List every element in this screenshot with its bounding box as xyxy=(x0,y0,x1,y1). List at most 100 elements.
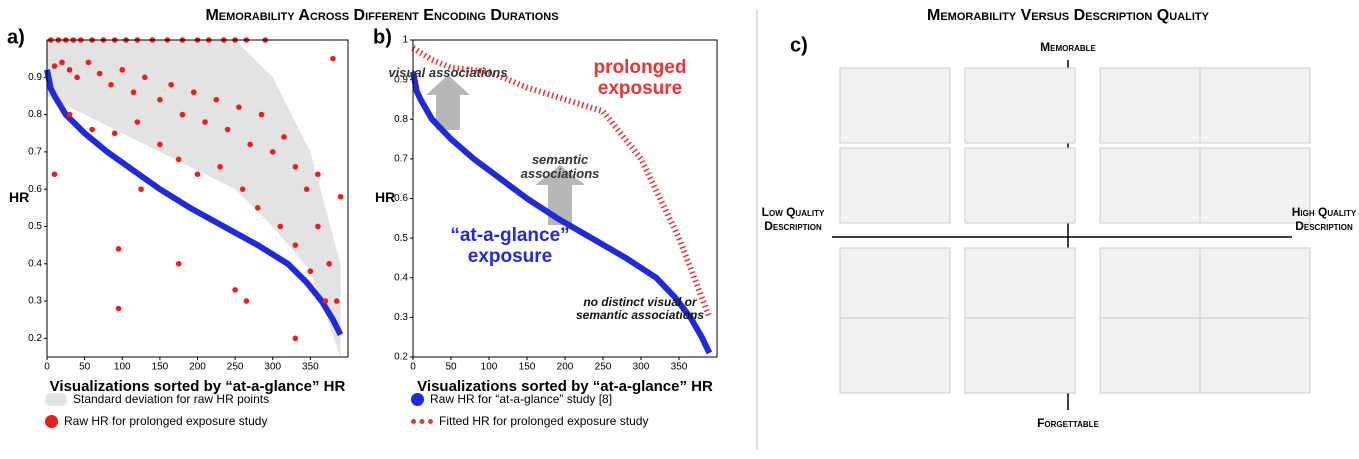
plot-frame xyxy=(412,39,718,358)
annotation: no distinct visual or semantic associati… xyxy=(575,295,705,323)
thumbnail xyxy=(1199,67,1311,144)
point xyxy=(281,134,287,140)
point xyxy=(115,305,122,312)
point xyxy=(59,59,65,66)
point xyxy=(115,246,122,252)
y-tick-label: 1 xyxy=(402,35,408,46)
thumbnail xyxy=(839,247,951,324)
y-axis-label: HR xyxy=(9,189,29,205)
x-tick-label: 100 xyxy=(481,362,498,373)
thumbnail xyxy=(839,317,951,394)
thumbnail xyxy=(839,147,951,224)
point xyxy=(142,74,148,81)
legend-swatch xyxy=(411,392,424,406)
point xyxy=(269,149,276,155)
y-tick-label: 0.3 xyxy=(394,312,408,323)
point xyxy=(175,156,182,163)
axis-top: Memorable xyxy=(1040,40,1096,54)
thumbnail xyxy=(1099,317,1211,394)
y-tick-label: 0.8 xyxy=(394,114,408,125)
point xyxy=(247,141,253,148)
point xyxy=(213,96,220,103)
legend-label: Raw HR for prolonged exposure study xyxy=(64,414,268,428)
x-tick-label: 50 xyxy=(445,362,457,373)
point xyxy=(277,223,284,230)
point xyxy=(292,335,299,342)
point xyxy=(236,104,242,110)
point xyxy=(217,164,223,170)
x-tick-label: 350 xyxy=(302,362,319,373)
thumbnail xyxy=(964,317,1076,394)
x-tick-label: 0 xyxy=(44,362,50,373)
point xyxy=(303,186,310,192)
point xyxy=(175,260,182,267)
legend-label: Standard deviation for raw HR points xyxy=(73,392,270,406)
y-axis-label: HR xyxy=(375,189,395,205)
point xyxy=(239,186,246,192)
point xyxy=(194,171,201,178)
point xyxy=(232,287,238,293)
point xyxy=(51,171,58,178)
fitted-line xyxy=(411,45,713,319)
y-tick-label: 0.3 xyxy=(28,296,42,307)
axis-right: High Quality Description xyxy=(1291,205,1357,233)
point xyxy=(66,111,73,118)
y-tick-label: 0.7 xyxy=(394,154,408,165)
point xyxy=(190,89,197,96)
axis-bottom: Forgettable xyxy=(1037,416,1100,430)
x-tick-label: 50 xyxy=(79,362,91,373)
x-tick-label: 250 xyxy=(227,362,244,373)
x-tick-label: 300 xyxy=(264,362,281,373)
point xyxy=(74,74,80,81)
point xyxy=(326,260,332,267)
y-tick-label: 0.2 xyxy=(394,352,408,363)
point xyxy=(307,268,314,275)
y-tick-label: 0.5 xyxy=(394,233,408,244)
point xyxy=(315,223,321,230)
legend-swatch xyxy=(411,418,433,424)
legend-item: Standard deviation for raw HR points xyxy=(45,392,269,406)
point xyxy=(337,193,344,200)
thumbnail xyxy=(1199,247,1311,324)
y-tick-label: 0.9 xyxy=(394,74,408,85)
point xyxy=(108,81,114,88)
plot-frame xyxy=(46,39,349,358)
x-tick-label: 200 xyxy=(557,362,574,373)
thumbnail xyxy=(1199,317,1311,394)
annotation: visual associations xyxy=(388,65,508,80)
point xyxy=(66,67,73,73)
hr-line xyxy=(410,71,713,355)
legend-swatch xyxy=(45,414,58,428)
x-tick-label: 0 xyxy=(410,362,416,373)
point xyxy=(322,298,329,304)
thumbnail xyxy=(839,67,951,144)
x-tick-label: 100 xyxy=(114,362,131,373)
point xyxy=(119,67,126,73)
legend-item: Raw HR for “at-a-glance” study [8] xyxy=(411,392,612,406)
point xyxy=(168,81,174,88)
point xyxy=(292,164,299,170)
arrow xyxy=(535,165,585,225)
legend-swatch xyxy=(45,392,67,406)
thumbnail xyxy=(1099,147,1211,224)
legend-label: Fitted HR for prolonged exposure study xyxy=(439,414,649,428)
y-tick-label: 0.5 xyxy=(28,221,42,232)
legend-item: Raw HR for prolonged exposure study xyxy=(45,414,267,428)
x-axis-label: Visualizations sorted by “at-a-glance” H… xyxy=(417,378,713,395)
x-tick-label: 150 xyxy=(519,362,536,373)
point xyxy=(157,141,163,148)
point xyxy=(292,242,299,248)
x-tick-label: 200 xyxy=(189,362,206,373)
y-tick-label: 0.6 xyxy=(28,184,42,195)
thumbnail xyxy=(1099,67,1211,144)
annotation: “at-a-glance” exposure xyxy=(450,225,570,267)
point xyxy=(315,171,321,178)
x-tick-label: 150 xyxy=(152,362,169,373)
point xyxy=(333,298,340,304)
point xyxy=(85,59,92,66)
point xyxy=(330,55,336,62)
point xyxy=(138,186,144,192)
thumbnail xyxy=(1099,247,1211,324)
point xyxy=(51,63,58,69)
